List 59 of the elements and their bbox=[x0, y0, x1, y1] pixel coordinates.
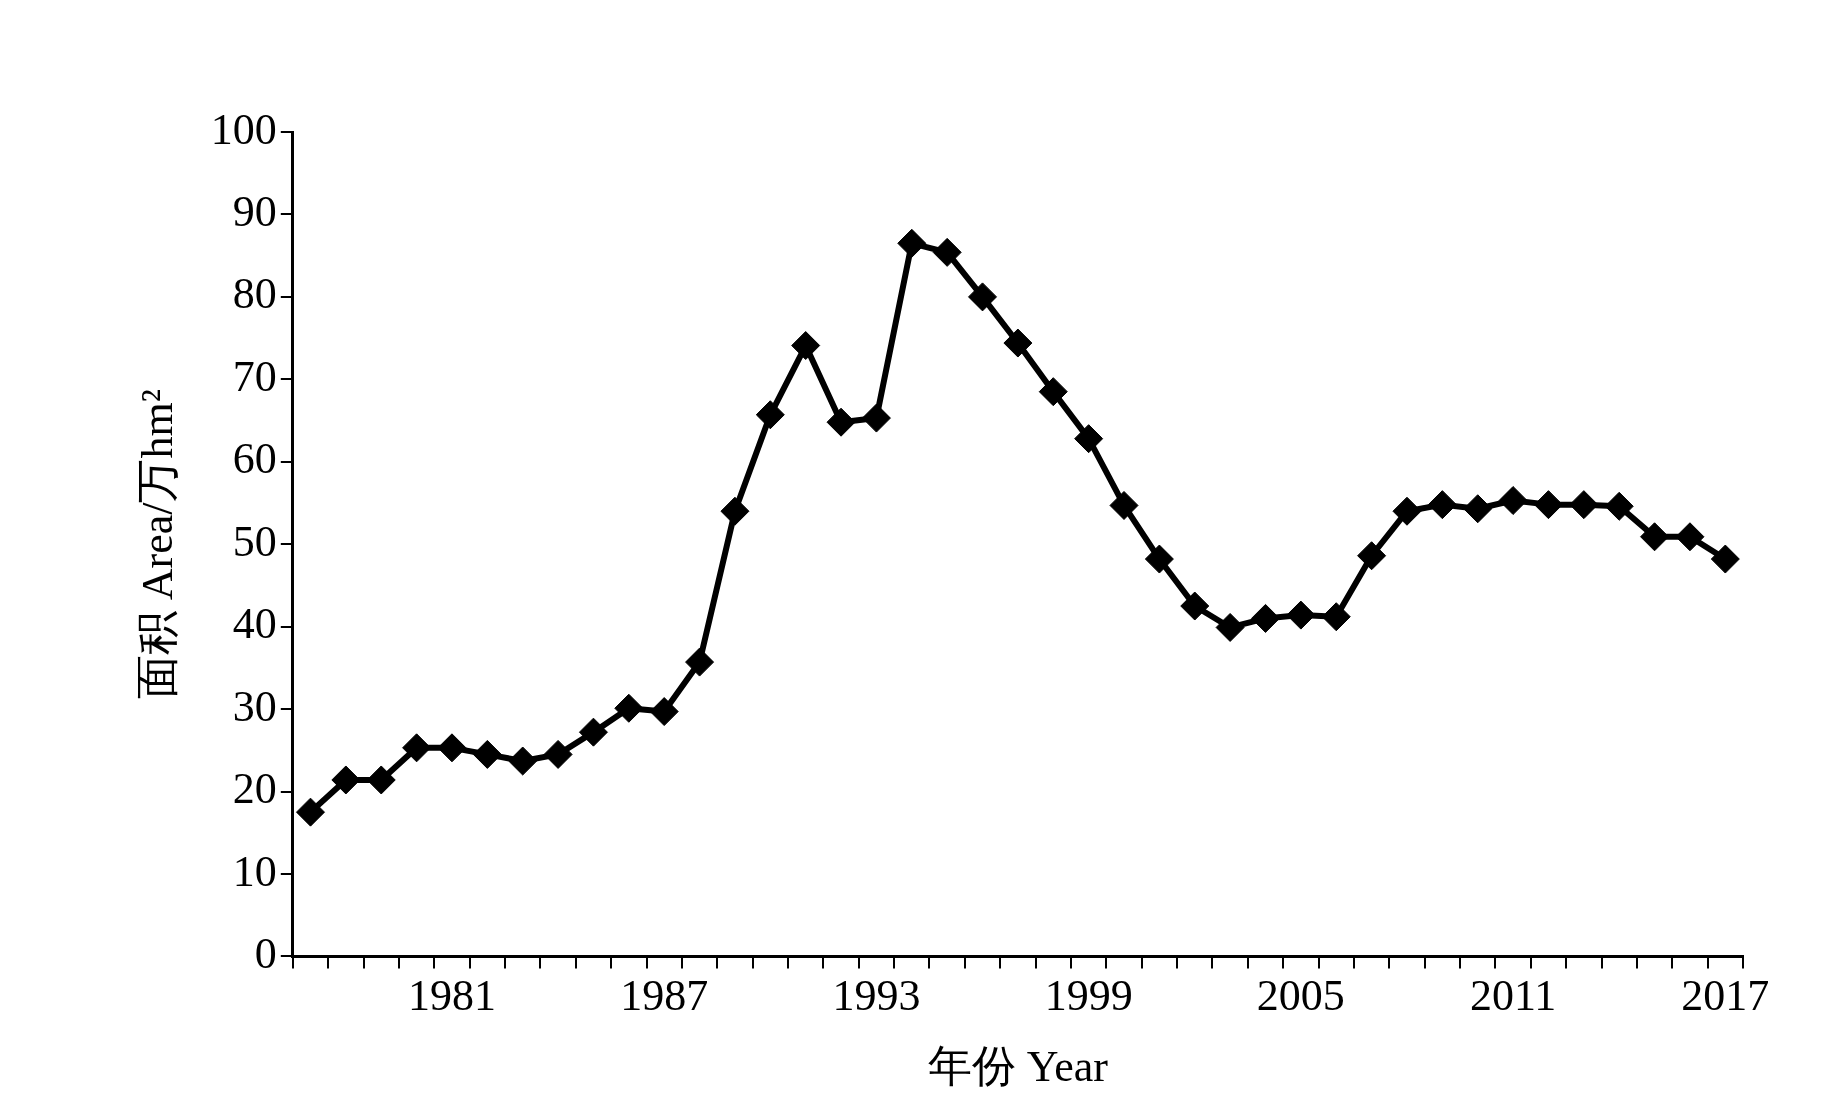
point bbox=[1710, 544, 1740, 574]
point bbox=[897, 228, 927, 258]
point bbox=[1533, 490, 1563, 520]
point bbox=[1286, 600, 1316, 630]
x-tick-label: 1999 bbox=[1044, 971, 1133, 1021]
y-tick-label: 20 bbox=[232, 764, 277, 814]
point bbox=[1144, 544, 1174, 574]
point bbox=[1250, 603, 1280, 633]
y-tick-label: 30 bbox=[232, 681, 277, 731]
y-tick-label: 0 bbox=[254, 928, 277, 978]
point bbox=[861, 403, 891, 433]
point bbox=[932, 237, 962, 267]
point bbox=[402, 733, 432, 763]
x-axis-title: 年份 Year bbox=[927, 1042, 1109, 1092]
point bbox=[1463, 494, 1493, 524]
y-tick-label: 70 bbox=[232, 351, 277, 401]
point bbox=[1109, 490, 1139, 520]
y-tick-label: 10 bbox=[232, 846, 277, 896]
point bbox=[685, 647, 715, 677]
y-tick-label: 100 bbox=[210, 104, 277, 154]
point bbox=[1427, 490, 1457, 520]
point bbox=[791, 331, 821, 361]
x-tick-label: 1981 bbox=[407, 971, 496, 1021]
point bbox=[1640, 522, 1670, 552]
point bbox=[472, 739, 502, 769]
point bbox=[1074, 424, 1104, 454]
point bbox=[295, 797, 325, 827]
x-tick-label: 2011 bbox=[1469, 971, 1557, 1021]
point bbox=[720, 496, 750, 526]
point bbox=[1498, 486, 1528, 516]
y-tick-label: 40 bbox=[232, 599, 277, 649]
point bbox=[437, 733, 467, 763]
point bbox=[1604, 491, 1634, 521]
point bbox=[1180, 591, 1210, 621]
point bbox=[543, 739, 573, 769]
point bbox=[755, 400, 785, 430]
point bbox=[649, 697, 679, 727]
x-tick-label: 1993 bbox=[832, 971, 921, 1021]
x-tick-label: 2005 bbox=[1256, 971, 1345, 1021]
y-tick-label: 60 bbox=[232, 434, 277, 484]
point bbox=[1038, 377, 1068, 407]
point bbox=[968, 282, 998, 312]
x-tick-label: 2017 bbox=[1681, 971, 1770, 1021]
point bbox=[614, 693, 644, 723]
point bbox=[1392, 496, 1422, 526]
point bbox=[508, 746, 538, 776]
y-tick-label: 50 bbox=[232, 516, 277, 566]
point bbox=[578, 717, 608, 747]
point bbox=[1569, 490, 1599, 520]
y-axis-title: 面积 Area/万hm² bbox=[132, 389, 182, 700]
point bbox=[1675, 522, 1705, 552]
point bbox=[1357, 541, 1387, 571]
point bbox=[1321, 602, 1351, 632]
x-tick-label: 1987 bbox=[620, 971, 709, 1021]
y-tick-label: 80 bbox=[232, 269, 277, 319]
y-tick-label: 90 bbox=[232, 187, 277, 236]
point bbox=[1215, 612, 1245, 642]
point bbox=[1003, 328, 1033, 358]
point bbox=[826, 407, 856, 437]
